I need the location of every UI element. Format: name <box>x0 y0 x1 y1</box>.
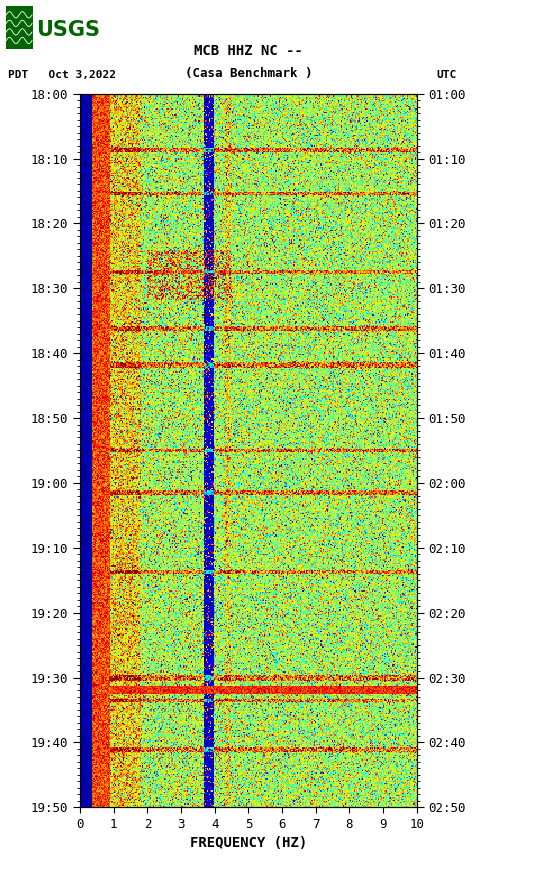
Text: MCB HHZ NC --: MCB HHZ NC -- <box>194 44 303 58</box>
X-axis label: FREQUENCY (HZ): FREQUENCY (HZ) <box>190 836 307 850</box>
Bar <box>6 6 33 49</box>
Text: USGS: USGS <box>36 20 100 40</box>
Text: UTC: UTC <box>436 70 457 80</box>
Text: PDT   Oct 3,2022: PDT Oct 3,2022 <box>8 70 116 80</box>
Text: (Casa Benchmark ): (Casa Benchmark ) <box>185 67 312 80</box>
